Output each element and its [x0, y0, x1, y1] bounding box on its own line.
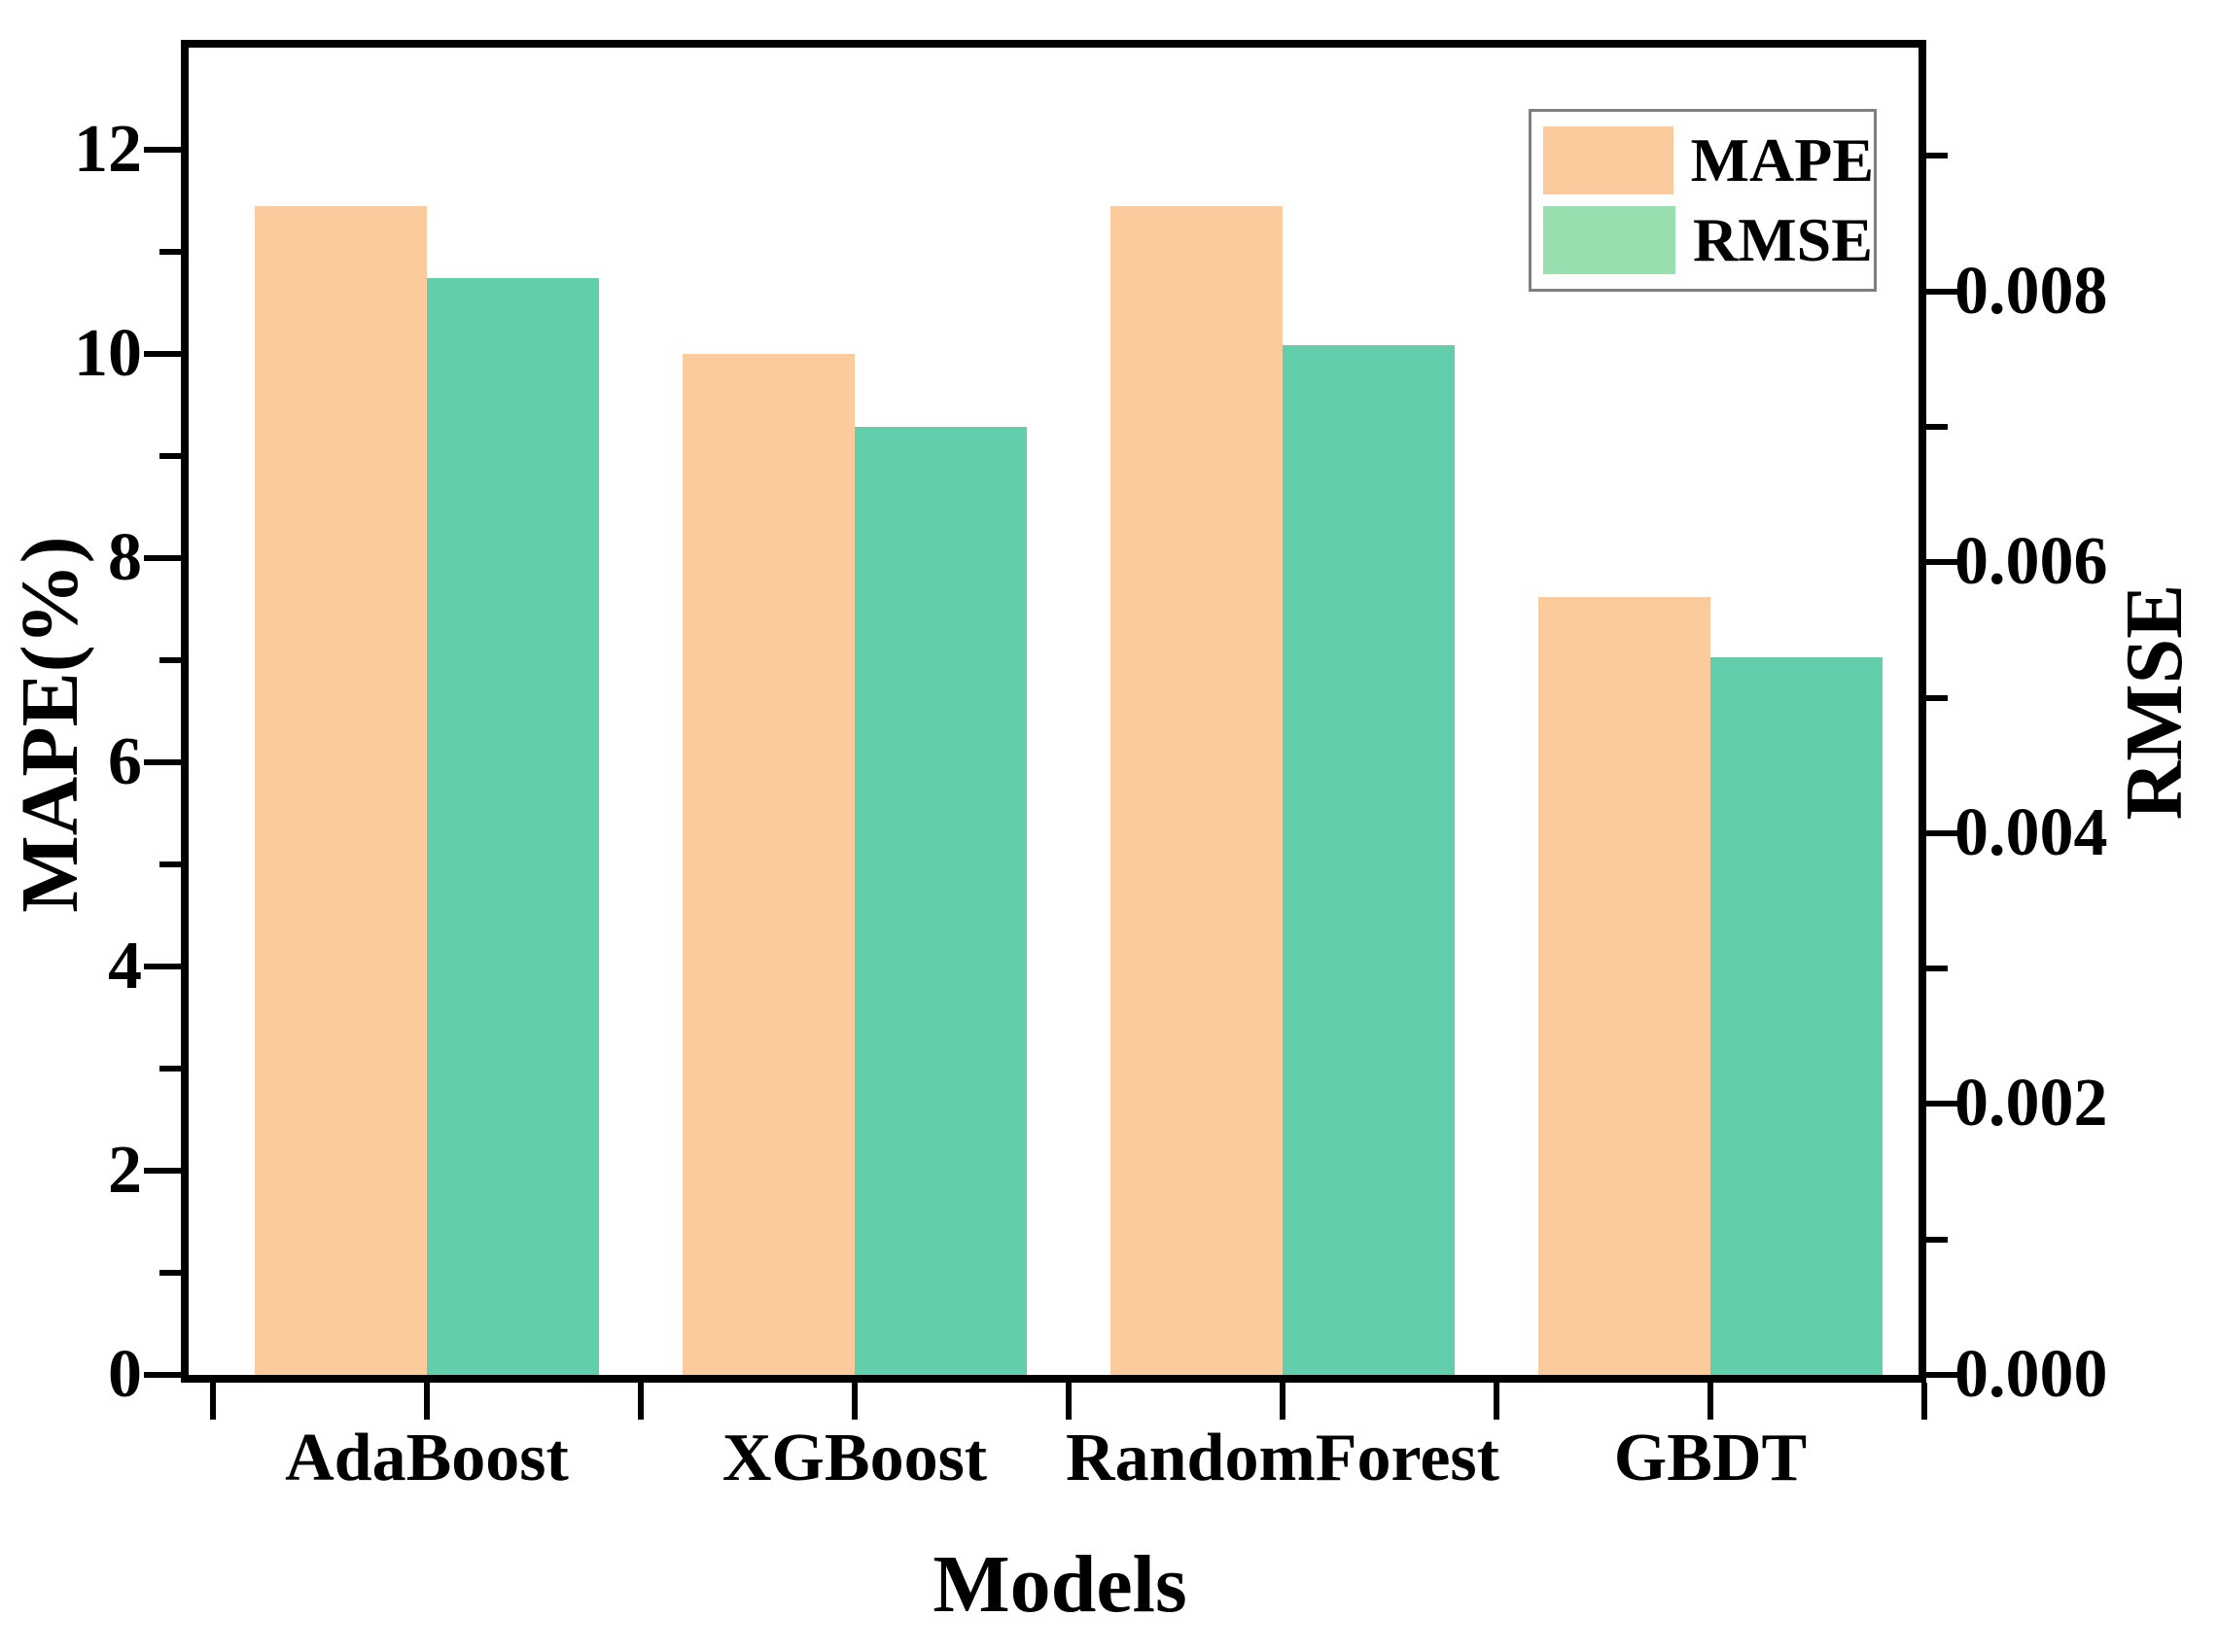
x-axis-tick — [1494, 1383, 1499, 1420]
bar-mape-gbdt — [1538, 596, 1710, 1375]
left-axis-major-tick — [144, 147, 181, 153]
right-axis-major-tick — [1926, 1101, 1963, 1107]
right-axis-tick-label: 0.002 — [1954, 1066, 2108, 1142]
left-axis-major-tick — [144, 1372, 181, 1378]
left-axis-tick-label: 4 — [108, 929, 142, 1003]
right-axis-major-tick — [1926, 1372, 1963, 1378]
left-axis-tick-label: 0 — [108, 1337, 142, 1412]
left-axis-minor-tick — [159, 1066, 181, 1072]
right-axis-tick-label: 0.004 — [1954, 794, 2108, 870]
left-axis-major-tick — [144, 964, 181, 969]
left-axis-tick-label: 12 — [74, 112, 142, 187]
left-axis-tick-label: 6 — [108, 724, 142, 799]
left-axis-minor-tick — [159, 1270, 181, 1276]
right-axis-minor-tick — [1926, 966, 1948, 972]
legend-entry-rmse: RMSE — [1543, 201, 1874, 279]
bar-rmse-randomforest — [1283, 345, 1455, 1375]
left-axis-minor-tick — [159, 249, 181, 255]
legend-label-rmse: RMSE — [1693, 205, 1873, 274]
left-axis-minor-tick — [159, 657, 181, 663]
x-axis-tick — [852, 1383, 858, 1420]
right-axis-tick-label: 0.006 — [1954, 524, 2108, 600]
right-axis-major-tick — [1926, 559, 1963, 566]
left-axis-major-tick — [144, 555, 181, 561]
left-axis-major-tick — [144, 351, 181, 357]
x-axis-tick — [210, 1383, 216, 1420]
legend-swatch-mape — [1543, 126, 1673, 194]
x-tick-label-randomforest: RandomForest — [1066, 1421, 1499, 1495]
right-axis-minor-tick — [1926, 694, 1948, 701]
x-tick-label-gbdt: GBDT — [1613, 1421, 1808, 1495]
right-axis-major-tick — [1926, 829, 1963, 836]
right-axis-tick-label: 0.000 — [1954, 1337, 2108, 1412]
x-axis-tick — [1066, 1383, 1072, 1420]
bar-rmse-gbdt — [1710, 656, 1883, 1375]
legend-entry-mape: MAPE — [1543, 122, 1874, 199]
legend: MAPE RMSE — [1529, 109, 1877, 292]
left-axis-major-tick — [144, 1168, 181, 1174]
left-axis-tick-label: 2 — [108, 1133, 142, 1208]
x-axis-title: Models — [933, 1539, 1187, 1630]
right-axis-title: RMSE — [2109, 583, 2200, 821]
left-axis-major-tick — [144, 759, 181, 765]
right-axis-tick-label: 0.008 — [1954, 253, 2108, 329]
right-axis-major-tick — [1926, 288, 1963, 295]
bar-rmse-xgboost — [855, 427, 1027, 1375]
right-axis-minor-tick — [1926, 424, 1948, 430]
right-axis-minor-tick — [1926, 153, 1948, 159]
x-axis-tick — [1280, 1383, 1285, 1420]
x-axis-tick — [638, 1383, 644, 1420]
x-tick-label-adaboost: AdaBoost — [285, 1421, 569, 1495]
left-axis-tick-label: 10 — [74, 316, 142, 391]
bar-mape-adaboost — [255, 205, 427, 1375]
x-axis-tick — [1921, 1383, 1927, 1420]
legend-label-mape: MAPE — [1690, 125, 1874, 194]
left-axis-minor-tick — [159, 861, 181, 867]
legend-swatch-rmse — [1543, 206, 1675, 274]
bar-mape-randomforest — [1110, 205, 1283, 1375]
bar-rmse-adaboost — [427, 277, 599, 1375]
right-axis-minor-tick — [1926, 1236, 1948, 1243]
left-axis-minor-tick — [159, 453, 181, 459]
x-axis-tick — [424, 1383, 430, 1420]
x-axis-tick — [1708, 1383, 1713, 1420]
x-tick-label-xgboost: XGBoost — [722, 1421, 988, 1495]
left-axis-tick-label: 8 — [108, 520, 142, 595]
bar-mape-xgboost — [683, 354, 855, 1375]
